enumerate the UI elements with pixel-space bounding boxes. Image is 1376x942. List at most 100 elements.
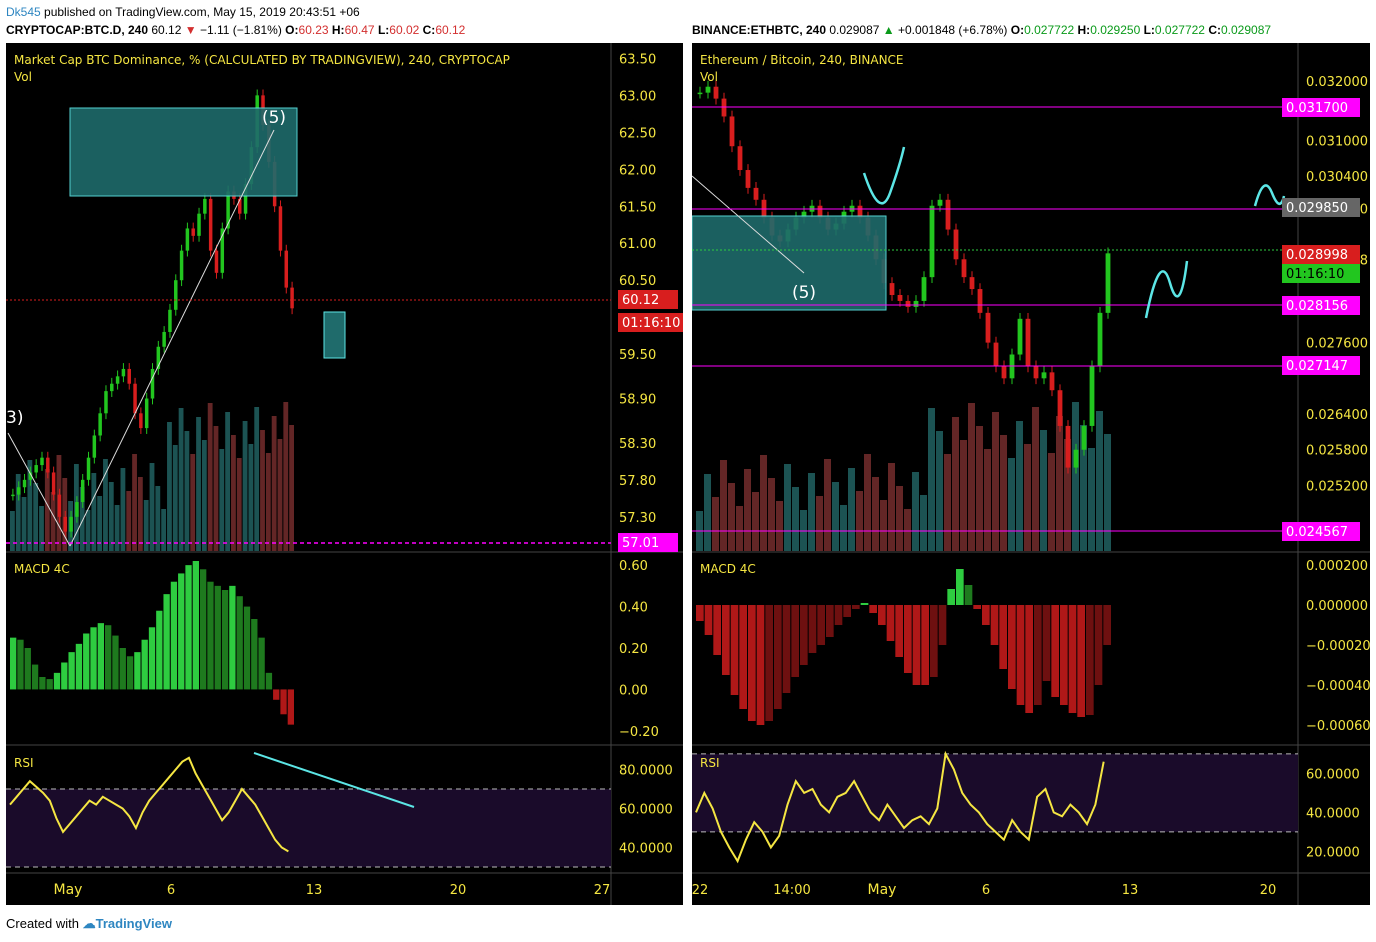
countdown-tag-bg (1282, 264, 1360, 283)
right-chart-canvas[interactable]: 0.032000 0.031000 0.030400 0.029850 0.028998… (692, 43, 1370, 905)
macd-bar (1086, 605, 1094, 715)
macd-bar (83, 633, 90, 690)
price-tag: 0.031700 (1286, 101, 1348, 116)
candle (993, 342, 999, 367)
volume-bar (44, 469, 50, 551)
right-l: 0.027722 (1154, 23, 1205, 37)
candle (46, 457, 50, 473)
price-tag-bg (1282, 522, 1360, 541)
volume-bar (265, 453, 271, 551)
volume-bar (132, 454, 137, 551)
volume-bar (242, 421, 248, 551)
candle (115, 376, 120, 384)
left-chart-canvas[interactable]: 63.50 63.00 62.50 62.00 61.50 61.00 60.50 59.50… (6, 43, 683, 905)
macd-bar (75, 643, 83, 690)
volume-bar (952, 417, 959, 551)
volume-bar (1040, 430, 1047, 551)
candle (1049, 372, 1055, 391)
volume-bar (10, 511, 15, 551)
volume-bar (50, 492, 56, 551)
macd-bar (17, 639, 24, 690)
candle (28, 472, 33, 480)
time-tick: May (868, 882, 897, 898)
macd-bar (236, 596, 243, 690)
candle (284, 250, 289, 288)
candle (11, 494, 15, 497)
candle (80, 479, 85, 503)
up-arrow-icon: ▲ (882, 23, 895, 37)
left-h-label: H: (331, 23, 345, 37)
candle (290, 287, 294, 309)
macd-bar (1094, 605, 1103, 685)
volume-bar (760, 455, 767, 551)
macd-bar (826, 605, 834, 637)
price-tag: 0.028156 (1286, 299, 1348, 314)
volume-bar (85, 510, 91, 551)
rsi-tick: 60.0000 (1306, 767, 1360, 782)
macd-tick: −0.000400 (1306, 679, 1370, 694)
candle (985, 312, 991, 343)
wave-label: 3) (6, 408, 23, 428)
time-tick: 13 (306, 883, 323, 898)
macd-tick: 0.000200 (1306, 559, 1368, 574)
wave-drawing (1253, 184, 1286, 207)
volume-bar (848, 468, 855, 551)
wave-label: (5) (792, 283, 816, 303)
candle (953, 229, 959, 260)
price-tick: 60.50 (619, 274, 656, 289)
wave-label: (5) (262, 108, 286, 128)
right-vol-label: Vol (700, 70, 718, 84)
macd-bar (229, 585, 236, 690)
volume-bar (824, 459, 831, 551)
volume-bar (792, 487, 799, 551)
price-tick: 0.030400 (1306, 170, 1368, 185)
volume-bar (712, 497, 719, 551)
macd-bar (163, 594, 170, 690)
volume-bar (1032, 407, 1039, 551)
right-symbol: BINANCE:ETHBTC, 240 (692, 23, 827, 37)
right-chart[interactable]: 0.032000 0.031000 0.030400 0.029850 0.028998… (692, 43, 1370, 905)
volume-bar (1072, 402, 1079, 551)
volume-bar (912, 472, 919, 551)
right-rsi-label: RSI (700, 756, 720, 770)
candle (34, 465, 38, 473)
price-tag: 0.027147 (1286, 359, 1348, 374)
candle (713, 86, 719, 99)
macd-bar (843, 605, 851, 617)
volume-bar (1016, 421, 1023, 551)
rsi-band (692, 753, 1298, 832)
left-symbol: CRYPTOCAP:BTC.D, 240 (6, 23, 149, 37)
price-tick: 59.50 (619, 348, 656, 363)
right-symbol-line: BINANCE:ETHBTC, 240 0.029087 ▲ +0.001848… (692, 23, 1271, 37)
candle (1089, 366, 1095, 426)
macd-bar (287, 689, 294, 725)
wave-line (7, 432, 71, 547)
macd-bar (134, 652, 141, 690)
volume-bar (155, 486, 161, 551)
macd-bar (280, 689, 287, 715)
right-h: 0.029250 (1090, 23, 1141, 37)
volume-bar (178, 408, 184, 551)
left-chart[interactable]: 63.50 63.00 62.50 62.00 61.50 61.00 60.50 59.50… (6, 43, 683, 905)
left-l-label: L: (377, 23, 390, 37)
volume-bar (1080, 425, 1087, 551)
tradingview-logo-icon[interactable]: ☁ (82, 916, 96, 931)
left-o-label: O: (285, 23, 299, 37)
macd-tick: 0.000000 (1306, 599, 1368, 614)
macd-bar (1051, 605, 1059, 697)
candle (817, 205, 823, 218)
macd-bar (141, 639, 148, 690)
time-tick: 20 (450, 883, 467, 898)
candle (801, 211, 807, 218)
price-tick: 0.025200 (1306, 479, 1368, 494)
volume-bar (114, 505, 120, 551)
price-tag-bg (1282, 198, 1360, 217)
candle (104, 391, 108, 414)
candle (705, 86, 711, 93)
volume-bar (277, 439, 283, 551)
author-link[interactable]: Dk545 (6, 5, 41, 19)
tradingview-brand[interactable]: TradingView (95, 916, 172, 931)
macd-bar (178, 573, 185, 690)
macd-bar (90, 627, 97, 690)
candle (57, 494, 62, 517)
